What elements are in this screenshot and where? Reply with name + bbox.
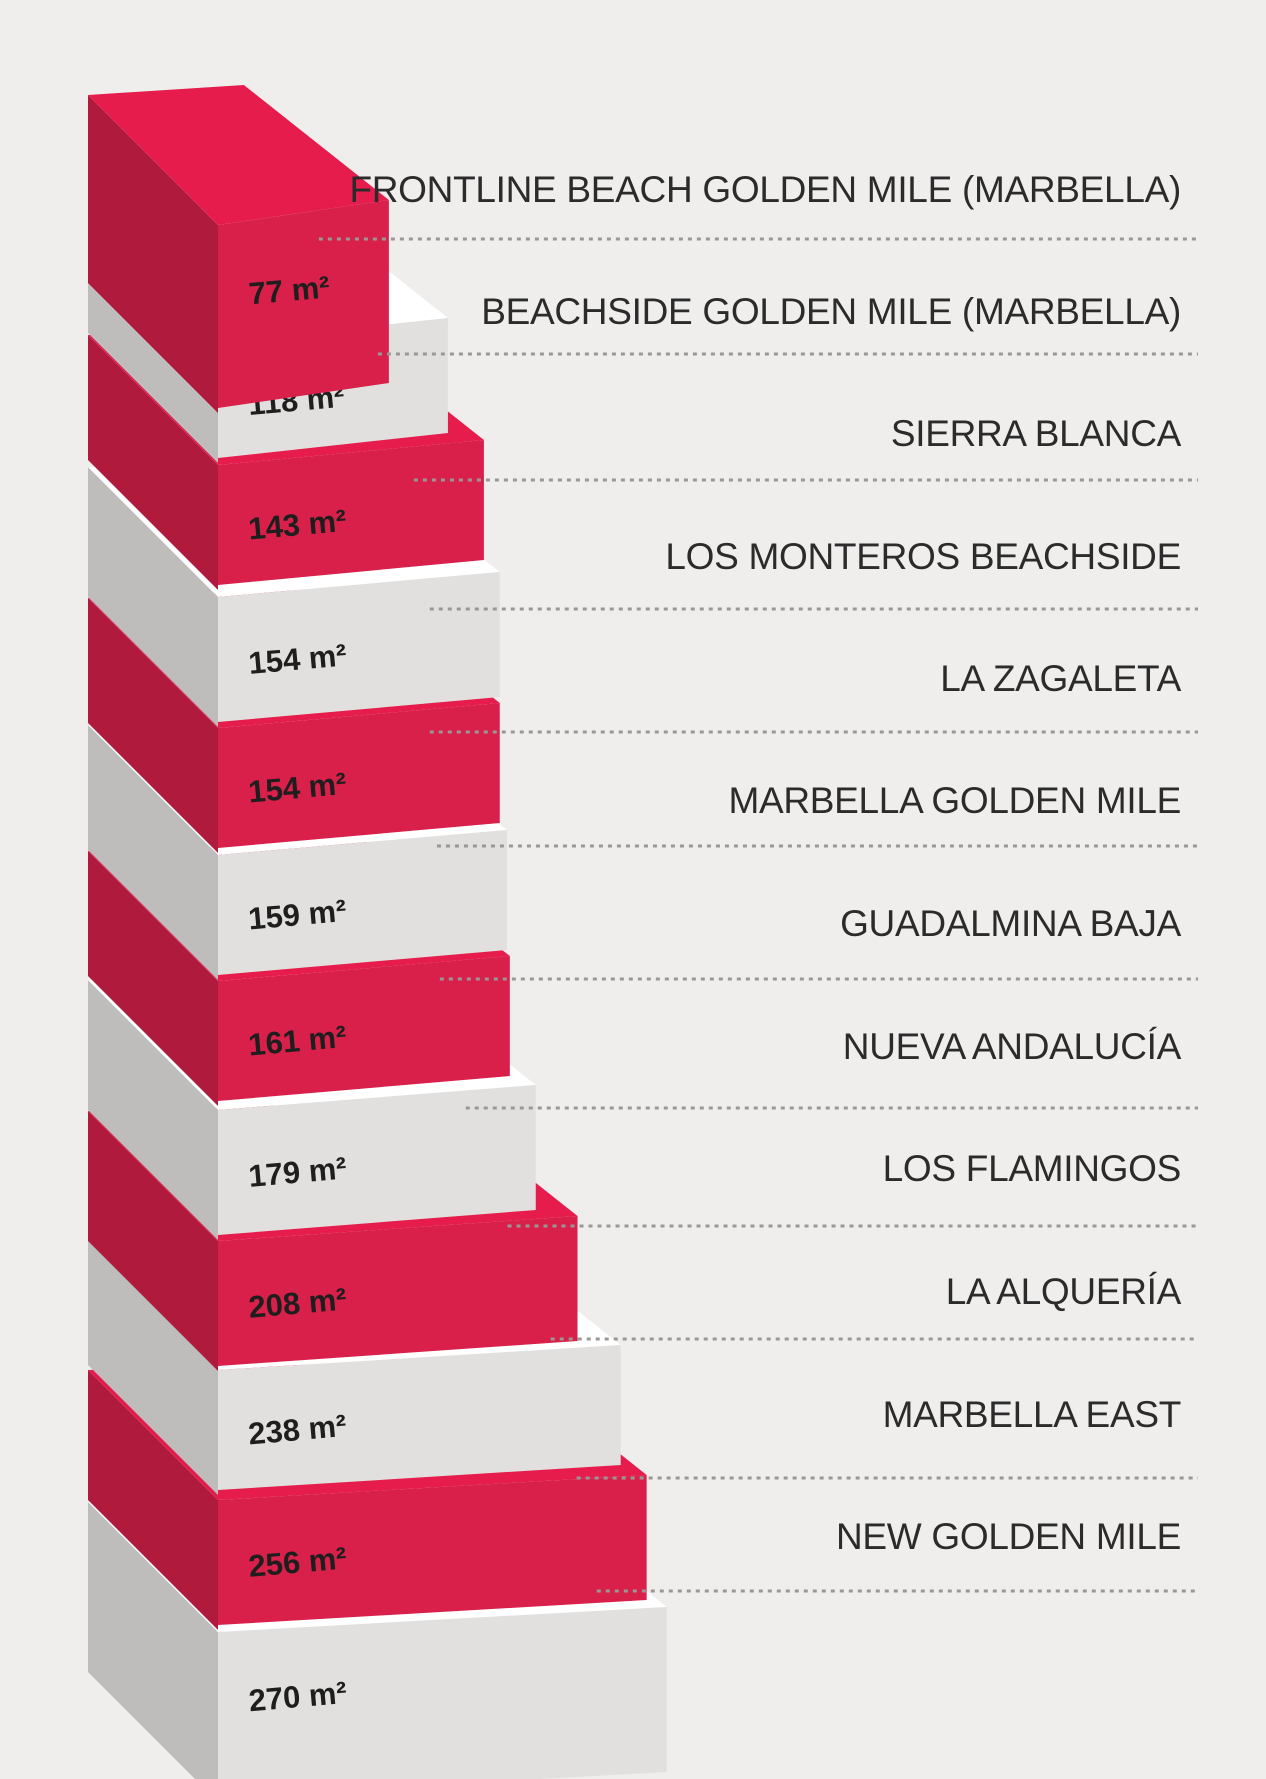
block-top (88, 85, 389, 225)
value-label: 256 m² (247, 1540, 348, 1583)
block-front (218, 1475, 647, 1625)
block-side (88, 1111, 218, 1371)
block-side (88, 725, 218, 980)
block-side (88, 851, 218, 1106)
block-side (88, 1370, 218, 1630)
block-front (218, 1216, 578, 1366)
value-label: 154 m² (247, 637, 348, 680)
block-front (218, 703, 500, 848)
area-label: LOS FLAMINGOS (883, 1148, 1181, 1189)
block-front (218, 1607, 667, 1779)
value-label: 179 m² (247, 1150, 348, 1193)
area-labels-layer: NEW GOLDEN MILE MARBELLA EAST LA ALQUERÍA L… (349, 169, 1181, 1557)
block-1: 77 m² (88, 85, 389, 413)
area-label: LA ALQUERÍA (946, 1271, 1182, 1312)
block-front (218, 1345, 621, 1490)
blocks-layer: 270 m² 256 m² 238 m² 208 m² 179 m² 161 m² 159 … (88, 85, 667, 1779)
block-side (88, 467, 218, 727)
area-label: NUEVA ANDALUCÍA (843, 1026, 1182, 1067)
value-label: 143 m² (247, 503, 348, 546)
area-label: SIERRA BLANCA (891, 413, 1182, 454)
value-label: 161 m² (247, 1019, 348, 1062)
area-label: MARBELLA GOLDEN MILE (728, 780, 1181, 821)
value-label: 77 m² (247, 269, 331, 311)
block-side (88, 1240, 218, 1495)
area-label: BEACHSIDE GOLDEN MILE (MARBELLA) (481, 291, 1181, 332)
area-label: FRONTLINE BEACH GOLDEN MILE (MARBELLA) (349, 169, 1181, 210)
block-side (88, 980, 218, 1240)
value-label: 208 m² (247, 1281, 348, 1324)
value-label: 238 m² (247, 1408, 348, 1451)
block-side (88, 95, 218, 413)
value-label: 154 m² (247, 766, 348, 809)
area-label: NEW GOLDEN MILE (836, 1516, 1181, 1557)
block-front (218, 440, 484, 585)
block-side (88, 598, 218, 853)
block-front (218, 830, 507, 975)
block-front (218, 200, 389, 408)
area-label: LA ZAGALETA (940, 658, 1181, 699)
block-front (218, 1085, 536, 1235)
value-label: 270 m² (247, 1675, 348, 1718)
block-front (218, 956, 510, 1101)
block-side (88, 1502, 218, 1779)
area-label: MARBELLA EAST (883, 1394, 1181, 1435)
area-label: GUADALMINA BAJA (840, 903, 1182, 944)
block-side (88, 335, 218, 590)
leader-lines-layer (318, 237, 1198, 1593)
area-label: LOS MONTEROS BEACHSIDE (665, 536, 1181, 577)
block-front (218, 572, 500, 722)
value-label: 159 m² (247, 893, 348, 936)
